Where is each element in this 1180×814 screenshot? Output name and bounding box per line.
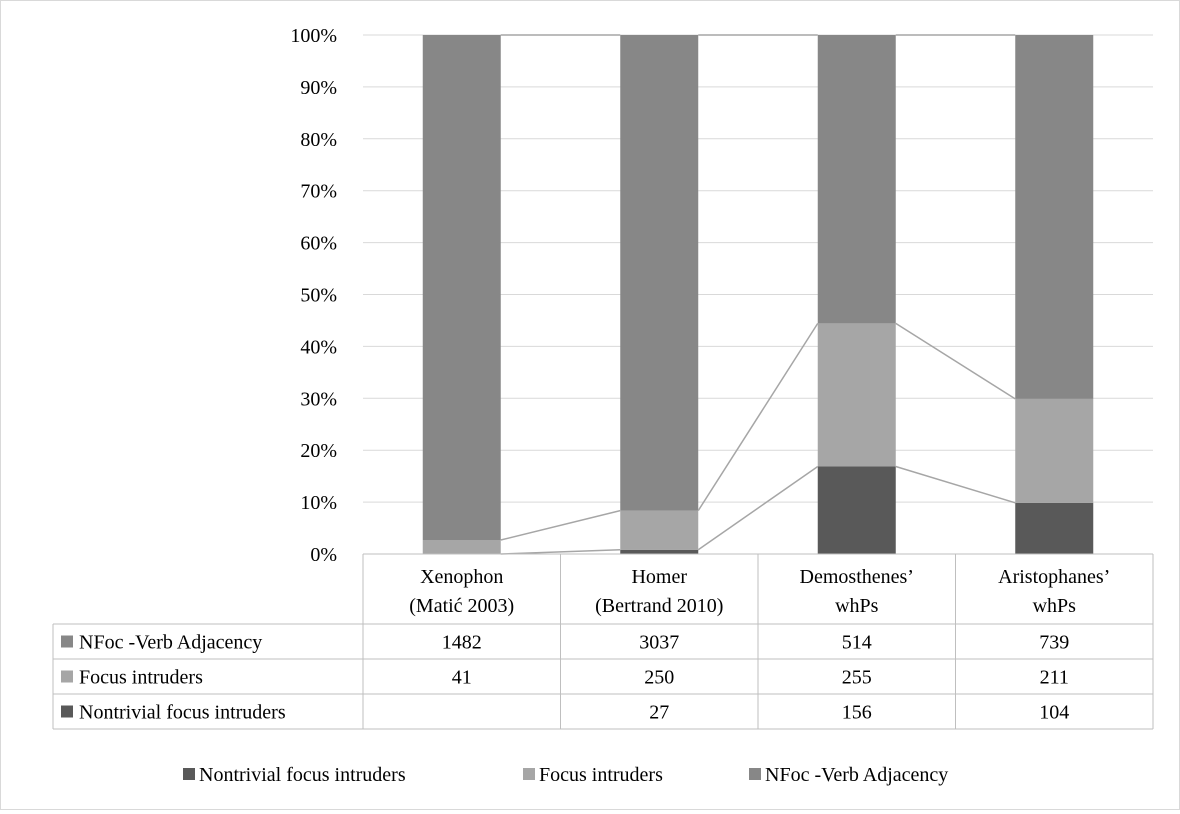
y-tick-label: 30% bbox=[300, 388, 337, 410]
bar-segment bbox=[620, 549, 699, 554]
category-label: (Matić 2003) bbox=[409, 595, 514, 617]
category-label: whPs bbox=[1033, 595, 1077, 617]
y-tick-label: 60% bbox=[300, 233, 337, 255]
category-label: (Bertrand 2010) bbox=[595, 595, 723, 617]
y-tick-label: 70% bbox=[300, 181, 337, 203]
bar-segment bbox=[1015, 398, 1094, 503]
series-connector-line bbox=[895, 465, 1016, 504]
y-tick-label: 90% bbox=[300, 77, 337, 99]
legend-label: Nontrivial focus intruders bbox=[199, 764, 406, 786]
legend-label: Focus intruders bbox=[539, 764, 663, 786]
table-value: 514 bbox=[842, 632, 872, 654]
table-legend-key bbox=[61, 705, 73, 718]
y-tick-label: 40% bbox=[300, 336, 337, 358]
table-value: 156 bbox=[842, 702, 872, 724]
bar-segment bbox=[620, 510, 699, 550]
table-value: 27 bbox=[649, 702, 669, 724]
legend-swatch bbox=[183, 768, 195, 780]
table-value: 104 bbox=[1039, 702, 1069, 724]
bar-segment bbox=[1015, 502, 1094, 554]
legend-swatch bbox=[749, 768, 761, 780]
table-value: 41 bbox=[452, 667, 472, 689]
bar-segment bbox=[422, 35, 501, 541]
bar-segment bbox=[422, 540, 501, 554]
series-connector-line bbox=[697, 465, 819, 551]
series-connector-line bbox=[895, 322, 1016, 400]
category-label: whPs bbox=[835, 595, 879, 617]
table-value: 250 bbox=[644, 667, 674, 689]
category-label: Homer bbox=[631, 566, 687, 588]
legend-label: NFoc -Verb Adjacency bbox=[765, 764, 948, 786]
category-label: Xenophon bbox=[420, 566, 503, 588]
bar-segment bbox=[817, 466, 896, 554]
series-connector-line bbox=[697, 322, 819, 512]
table-legend-key bbox=[61, 635, 73, 648]
y-tick-label: 10% bbox=[300, 492, 337, 514]
legend-swatch bbox=[523, 768, 535, 780]
y-tick-label: 20% bbox=[300, 440, 337, 462]
y-tick-label: 0% bbox=[310, 544, 337, 566]
table-value: 739 bbox=[1039, 632, 1069, 654]
y-tick-label: 50% bbox=[300, 285, 337, 307]
category-label: Demosthenes’ bbox=[800, 566, 914, 588]
bar-segment bbox=[817, 35, 896, 324]
bar-segment bbox=[817, 323, 896, 467]
y-tick-label: 100% bbox=[290, 25, 337, 47]
table-value: 1482 bbox=[442, 632, 482, 654]
series-connector-line bbox=[500, 549, 621, 555]
table-value: 211 bbox=[1040, 667, 1069, 689]
table-row-label: Focus intruders bbox=[79, 667, 203, 689]
table-row-label: Nontrivial focus intruders bbox=[79, 702, 286, 724]
table-row-label: NFoc -Verb Adjacency bbox=[79, 632, 262, 654]
table-value: 255 bbox=[842, 667, 872, 689]
table-value: 3037 bbox=[639, 632, 679, 654]
table-legend-key bbox=[61, 670, 73, 683]
bar-segment bbox=[620, 35, 699, 511]
category-label: Aristophanes’ bbox=[998, 566, 1110, 588]
bar-segment bbox=[1015, 35, 1094, 399]
y-tick-label: 80% bbox=[300, 129, 337, 151]
series-connector-line bbox=[500, 509, 621, 541]
